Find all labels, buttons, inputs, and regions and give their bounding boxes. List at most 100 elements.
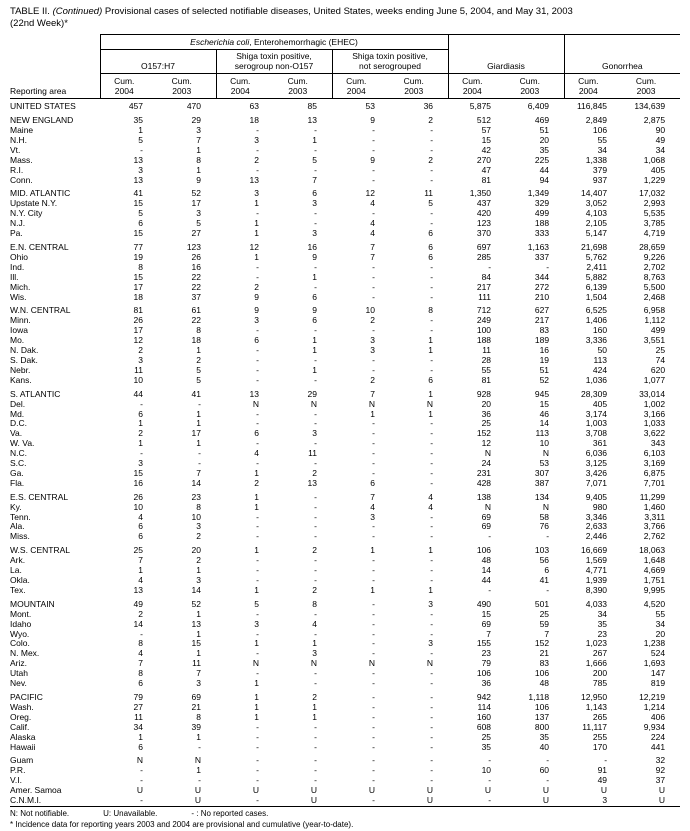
- value-cell: 2: [196, 532, 201, 542]
- year-header-row: Cum. 2004 Cum. 2003 Cum. 2004 Cum. 2003 Cum. 2004…: [10, 73, 681, 100]
- value-cell: -: [256, 722, 259, 732]
- value-cell: 11,299: [639, 491, 666, 502]
- value-cell: -: [372, 135, 375, 145]
- value-cell: -: [372, 766, 375, 776]
- value-cell: 3,622: [643, 429, 666, 439]
- value-cell: -: [256, 566, 259, 576]
- value-cell: -: [140, 399, 143, 409]
- value-cell: N: [310, 399, 317, 409]
- value-cell: -: [314, 491, 317, 502]
- value-cell: 35: [539, 145, 550, 155]
- value-cell: 9: [370, 115, 375, 126]
- value-cell: -: [546, 585, 550, 595]
- reporting-area-cell: Ark.: [10, 556, 26, 566]
- value-cell: 231: [476, 468, 492, 478]
- value-cell: 9,226: [643, 252, 666, 262]
- value-cell: 3: [312, 649, 317, 659]
- reporting-area-cell: S.C.: [10, 459, 27, 469]
- value-cell: 1,229: [643, 175, 666, 185]
- value-cell: 114: [477, 702, 492, 712]
- value-cell: -: [372, 449, 375, 459]
- value-cell: 6: [312, 316, 317, 326]
- value-cell: 441: [650, 742, 666, 752]
- footnote-legend: N: Not notifiable. U: Unavailable. - : No …: [10, 809, 680, 820]
- value-cell: U: [484, 786, 492, 796]
- value-cell: 1: [370, 409, 375, 419]
- value-cell: 1: [428, 585, 434, 595]
- value-cell: 1,002: [643, 399, 666, 409]
- value-cell: 41: [133, 188, 143, 199]
- value-cell: 11: [134, 365, 143, 375]
- reporting-area-cell: Del.: [10, 399, 26, 409]
- table-row: V.I. - - - - - - - - 49 37: [10, 776, 680, 786]
- value-cell: 11: [308, 449, 317, 459]
- value-cell: -: [256, 439, 259, 449]
- value-cell: -: [140, 776, 143, 786]
- value-cell: -: [256, 145, 259, 155]
- value-cell: 20: [481, 399, 492, 409]
- table-row: N.C. - - 4 11 - - N N 6,036 6,103: [10, 449, 680, 459]
- value-cell: 620: [650, 365, 666, 375]
- value-cell: -: [372, 439, 375, 449]
- value-cell: -: [372, 272, 375, 282]
- value-cell: 272: [534, 282, 550, 292]
- value-cell: 337: [534, 252, 550, 262]
- value-cell: -: [546, 755, 550, 766]
- reporting-area-cell: Maine: [10, 126, 34, 136]
- value-cell: -: [430, 566, 434, 576]
- value-cell: -: [430, 429, 434, 439]
- value-cell: 2: [254, 155, 259, 165]
- value-cell: 22: [191, 282, 201, 292]
- legend-not-notifiable: N: Not notifiable.: [10, 808, 70, 818]
- value-cell: 3: [196, 126, 201, 136]
- value-cell: 32: [655, 755, 666, 766]
- value-cell: -: [430, 691, 434, 702]
- value-cell: 155: [476, 639, 492, 649]
- value-cell: 28: [481, 355, 492, 365]
- value-cell: 2,468: [643, 292, 666, 302]
- table-row: Ark. 7 2 - - - - 48 56 1,569 1,648: [10, 556, 680, 566]
- value-cell: 819: [650, 679, 666, 689]
- value-cell: N: [368, 399, 375, 409]
- value-cell: 84: [481, 272, 492, 282]
- value-cell: -: [372, 556, 375, 566]
- value-cell: -: [488, 755, 492, 766]
- value-cell: 2,875: [643, 115, 666, 126]
- value-cell: 123: [476, 219, 492, 229]
- value-cell: 106: [534, 702, 550, 712]
- value-cell: 8: [312, 598, 317, 609]
- reporting-area-cell: Tex.: [10, 585, 26, 595]
- table-row: Maine 1 3 - - - - 57 51 106 90: [10, 126, 680, 136]
- value-cell: 8,763: [643, 272, 666, 282]
- table-row: Mont. 2 1 - - - - 15 25 34 55: [10, 610, 680, 620]
- value-cell: 16: [307, 242, 317, 253]
- reporting-area-cell: Md.: [10, 409, 25, 419]
- value-cell: -: [430, 576, 434, 586]
- value-cell: 6,103: [643, 449, 666, 459]
- value-cell: -: [314, 165, 317, 175]
- value-cell: 137: [534, 712, 550, 722]
- table-continued: (Continued): [52, 6, 103, 17]
- value-cell: 103: [534, 545, 550, 556]
- table-body: UNITED STATES 457 470 63 85 53 36 5,875 6,409 116…: [10, 99, 680, 807]
- value-cell: 4: [370, 219, 375, 229]
- reporting-area-cell: Kans.: [10, 375, 32, 385]
- value-cell: 7: [196, 135, 201, 145]
- value-cell: 1: [196, 766, 201, 776]
- value-cell: 512: [476, 115, 492, 126]
- legend-no-reported-cases: - : No reported cases.: [191, 808, 269, 818]
- reporting-area-cell: Wyo.: [10, 629, 30, 639]
- reporting-area-cell: S. Dak.: [10, 355, 38, 365]
- value-cell: 83: [539, 659, 550, 669]
- table-row: N.H. 5 7 3 1 - - 15 20 55 49: [10, 136, 680, 146]
- value-cell: 5: [196, 365, 201, 375]
- value-cell: -: [372, 742, 375, 752]
- value-cell: 1: [138, 732, 143, 742]
- value-cell: 437: [476, 199, 492, 209]
- value-cell: -: [430, 619, 434, 629]
- shiga-non-o157-header: Shiga toxin positive, serogroup non-O157: [215, 49, 332, 75]
- value-cell: 113: [593, 355, 608, 365]
- value-cell: -: [430, 262, 434, 272]
- value-cell: 1: [254, 219, 259, 229]
- value-cell: U: [658, 796, 666, 806]
